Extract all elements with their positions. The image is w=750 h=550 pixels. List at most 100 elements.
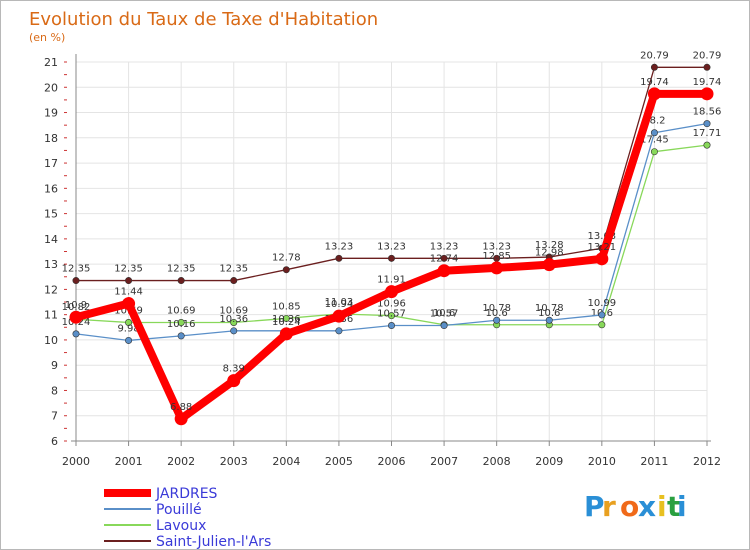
- logo-letter: i: [657, 490, 667, 523]
- data-label: 12.98: [535, 248, 564, 259]
- logo-letter: P: [584, 490, 605, 523]
- data-label: 12.78: [272, 253, 301, 264]
- legend-label: Lavoux: [156, 518, 206, 534]
- data-point: [387, 254, 395, 262]
- data-point: [595, 252, 609, 266]
- data-point: [72, 277, 80, 285]
- data-label: 11.03: [325, 297, 354, 308]
- data-label: 20.79: [693, 50, 722, 61]
- x-tick-label: 2010: [588, 455, 616, 468]
- data-point: [230, 318, 238, 326]
- y-tick-label: 19: [44, 107, 58, 120]
- legend-label: JARDRES: [155, 486, 218, 502]
- data-point: [230, 277, 238, 285]
- data-point: [125, 277, 133, 285]
- x-tick-label: 2005: [325, 455, 353, 468]
- data-point: [177, 332, 185, 340]
- y-tick-label: 13: [44, 258, 58, 271]
- logo-letter: i: [677, 490, 687, 523]
- data-point: [125, 336, 133, 344]
- x-tick-label: 2000: [62, 455, 90, 468]
- legend-label: Pouillé: [156, 502, 202, 518]
- chart-title: Evolution du Taux de Taxe d'Habitation: [29, 9, 378, 30]
- data-point: [385, 285, 398, 299]
- data-point: [230, 327, 238, 335]
- data-point: [387, 322, 395, 330]
- y-tick-label: 8: [51, 384, 58, 397]
- data-label: 13.21: [588, 242, 617, 253]
- data-label: 11.91: [377, 275, 406, 286]
- data-label: 12.35: [114, 264, 143, 275]
- data-point: [69, 310, 83, 324]
- data-label: 6.88: [170, 402, 192, 413]
- data-label: 12.35: [62, 264, 91, 275]
- data-label: 8.39: [223, 364, 245, 375]
- data-label: 18.2: [643, 116, 665, 127]
- y-tick-label: 21: [44, 56, 58, 69]
- data-point: [227, 374, 241, 388]
- data-point: [174, 412, 188, 426]
- y-tick-label: 7: [51, 410, 58, 423]
- y-tick-label: 15: [44, 208, 58, 221]
- data-point: [545, 316, 553, 324]
- data-point: [598, 311, 606, 319]
- y-tick-label: 20: [44, 81, 58, 94]
- y-tick-label: 17: [44, 157, 58, 170]
- data-point: [650, 129, 658, 137]
- x-tick-label: 2004: [272, 455, 300, 468]
- data-point: [335, 327, 343, 335]
- data-point: [647, 87, 661, 101]
- x-tick-label: 2002: [167, 455, 195, 468]
- y-tick-label: 14: [44, 233, 58, 246]
- data-label: 17.45: [640, 135, 669, 146]
- data-point: [282, 266, 290, 274]
- data-point: [650, 148, 658, 156]
- logo-letter: x: [638, 490, 656, 523]
- data-point: [332, 309, 346, 323]
- data-point: [125, 318, 133, 326]
- y-tick-label: 11: [44, 309, 58, 322]
- data-label: 10.24: [272, 317, 301, 328]
- data-label: 13.23: [430, 241, 459, 252]
- data-label: 10.96: [377, 299, 406, 310]
- x-tick-label: 2011: [640, 455, 668, 468]
- logo-letter: r: [602, 490, 616, 523]
- data-label: 10.36: [272, 314, 301, 325]
- data-point: [279, 327, 293, 341]
- data-label: 13.23: [482, 241, 511, 252]
- data-label: 10.6: [538, 308, 560, 319]
- x-tick-label: 2001: [115, 455, 143, 468]
- data-point: [598, 321, 606, 329]
- data-label: 12.85: [482, 251, 511, 262]
- data-label: 10.82: [62, 302, 91, 313]
- proxiti-logo: Pr ox i ti: [584, 490, 687, 523]
- data-label: 10.16: [167, 319, 196, 330]
- data-label: 10.57: [430, 309, 459, 320]
- data-label: 13.23: [377, 241, 406, 252]
- data-point: [387, 312, 395, 320]
- data-label: 12.74: [430, 254, 459, 265]
- data-point: [440, 254, 448, 262]
- data-label: 19.74: [693, 77, 722, 88]
- series-jardres: 10.9 11.44 6.88 8.39 10.24 10.94 11.91 12.74 12.…: [65, 77, 722, 426]
- data-point: [335, 254, 343, 262]
- y-tick-label: 10: [44, 334, 58, 347]
- data-label: 10.6: [486, 308, 508, 319]
- x-tick-label: 2008: [483, 455, 511, 468]
- data-point: [177, 318, 185, 326]
- data-point: [650, 63, 658, 71]
- data-label: 12.35: [167, 264, 196, 275]
- data-label: 10.69: [219, 305, 248, 316]
- data-label: 9.98: [117, 323, 139, 334]
- y-tick-label: 16: [44, 182, 58, 195]
- x-tick-labels: 2000 2001 2002 2003 2004 2005 2006 2007 2008 2009…: [62, 455, 721, 468]
- data-label: 13.28: [535, 240, 564, 251]
- x-tick-label: 2006: [378, 455, 406, 468]
- logo-letter: t: [667, 490, 680, 523]
- data-point: [437, 264, 451, 278]
- data-point: [177, 277, 185, 285]
- series-saint-julien-l-ars: 12.35 12.35 12.35 12.35 12.78 13.23 13.23 13.23…: [62, 50, 722, 285]
- x-tick-label: 2003: [220, 455, 248, 468]
